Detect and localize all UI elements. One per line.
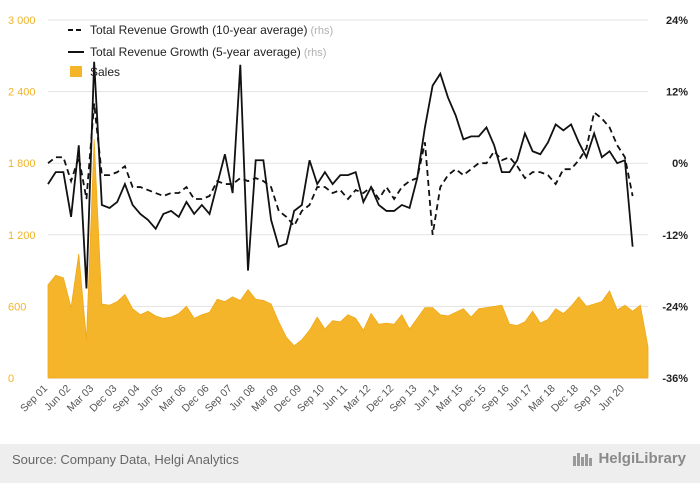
x-tick-label: Sep 01 <box>18 383 50 415</box>
right-tick-label: -24% <box>662 301 688 313</box>
source-note: Source: Company Data, Helgi Analytics <box>12 452 239 467</box>
legend-label-suffix: (rhs) <box>307 25 333 37</box>
left-tick-label: 600 <box>8 301 26 313</box>
left-tick-label: 2 400 <box>8 87 36 99</box>
legend-label-text: Total Revenue Growth (5-year average) <box>90 45 301 59</box>
right-tick-label: -36% <box>662 373 688 385</box>
legend-label-suffix: (rhs) <box>301 47 327 59</box>
sales-area <box>47 139 649 379</box>
right-tick-label: 24% <box>666 15 688 27</box>
legend-label-text: Total Revenue Growth (10-year average) <box>90 23 307 37</box>
brand-logo: HelgiLibrary <box>572 450 686 467</box>
legend-swatch-area <box>70 66 82 77</box>
right-tick-label: 0% <box>672 158 688 170</box>
legend-label-text: Sales <box>90 65 120 79</box>
legend-label: Total Revenue Growth (5-year average) (r… <box>90 45 326 59</box>
legend: Total Revenue Growth (10-year average) (… <box>68 23 333 79</box>
growth-10y-line <box>47 103 634 235</box>
legend-label: Total Revenue Growth (10-year average) (… <box>90 23 333 37</box>
sales-series <box>47 139 649 379</box>
brand-name: HelgiLibrary <box>598 450 686 467</box>
right-tick-label: -12% <box>662 230 688 242</box>
legend-label: Sales <box>90 65 120 79</box>
left-tick-label: 1 200 <box>8 230 36 242</box>
left-tick-label: 3 000 <box>8 15 36 27</box>
growth-10y-series <box>47 103 634 235</box>
left-axis: 0 600 1 200 1 800 2 400 3 000 <box>8 15 36 385</box>
left-tick-label: 0 <box>8 373 14 385</box>
growth-5y-series <box>47 61 634 289</box>
library-icon <box>573 453 593 467</box>
x-tick-label: Jun 20 <box>596 383 627 414</box>
left-tick-label: 1 800 <box>8 158 36 170</box>
chart-svg: 0 600 1 200 1 800 2 400 3 000 -36% -24% -12% 0% 1… <box>8 15 688 415</box>
footer: Source: Company Data, Helgi Analytics He… <box>0 444 700 483</box>
right-tick-label: 12% <box>666 87 688 99</box>
growth-5y-line <box>47 61 634 289</box>
right-axis: -36% -24% -12% 0% 12% 24% <box>662 15 688 385</box>
